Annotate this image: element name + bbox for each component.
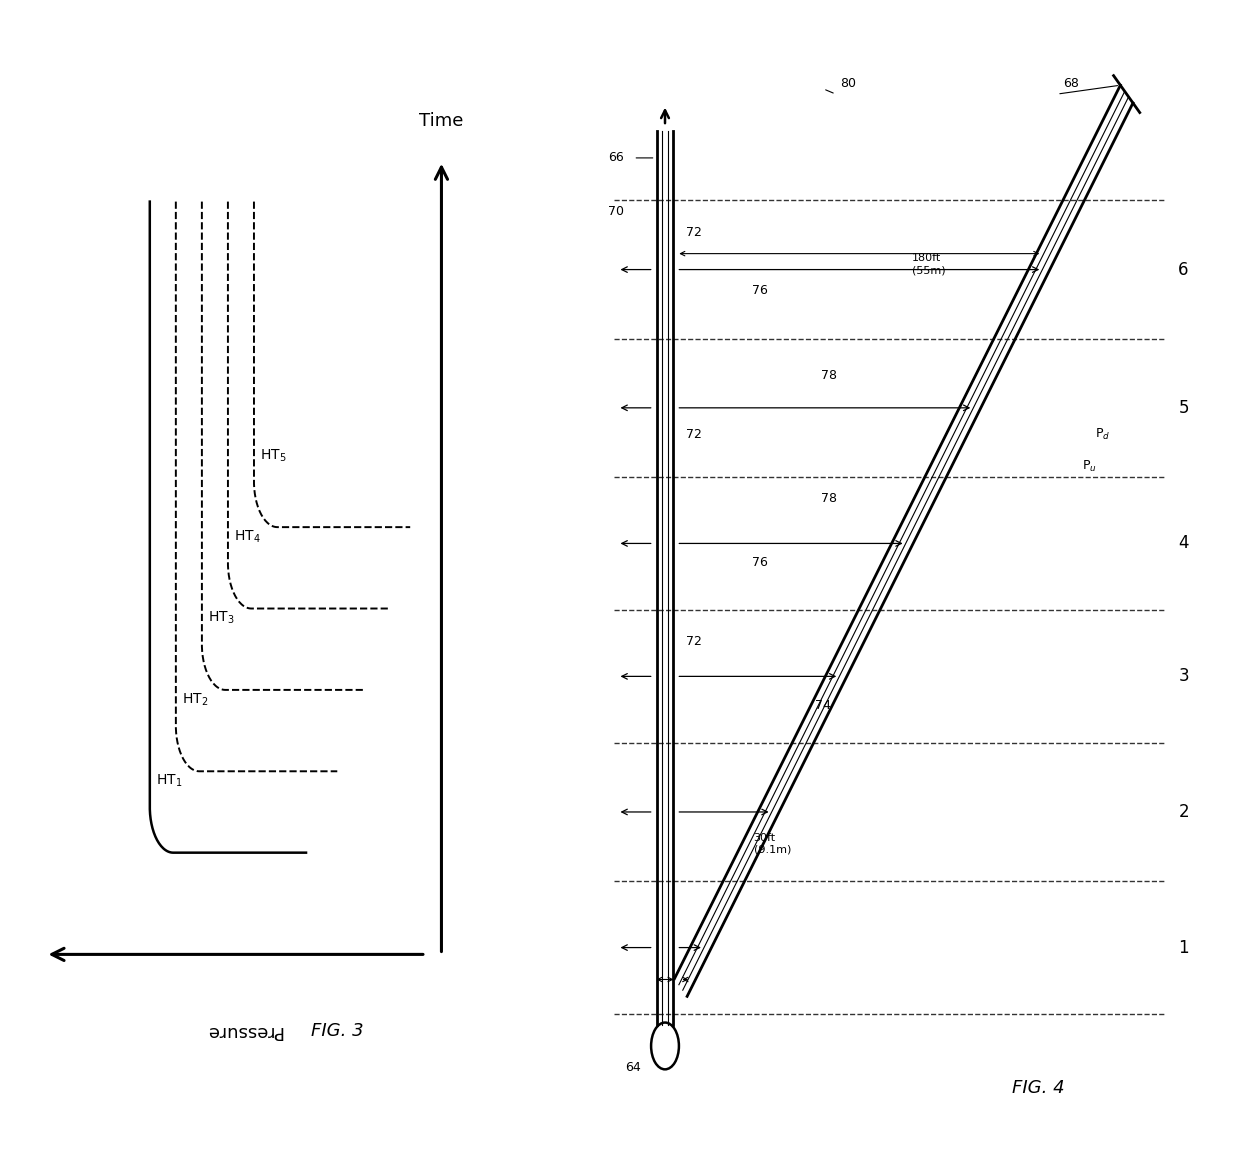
Text: FIG. 3: FIG. 3	[311, 1022, 363, 1039]
Text: HT$_5$: HT$_5$	[260, 447, 286, 464]
Text: HT$_1$: HT$_1$	[156, 772, 182, 790]
Text: 72: 72	[686, 225, 702, 239]
Text: 76: 76	[751, 556, 768, 569]
Text: P$_d$: P$_d$	[1095, 427, 1110, 442]
Text: 72: 72	[686, 428, 702, 440]
Text: 64: 64	[625, 1061, 641, 1074]
Text: 3: 3	[1178, 667, 1189, 686]
Text: Time: Time	[419, 112, 464, 131]
Text: 180ft
(55m): 180ft (55m)	[911, 253, 945, 275]
Text: 6: 6	[1178, 260, 1189, 279]
Text: 74: 74	[815, 699, 831, 712]
Text: 72: 72	[686, 636, 702, 649]
Text: Pressure: Pressure	[205, 1022, 281, 1039]
Text: P$_u$: P$_u$	[1083, 459, 1097, 474]
Text: 78: 78	[821, 491, 837, 505]
Text: 5: 5	[1178, 399, 1189, 417]
Text: 66: 66	[608, 151, 624, 164]
Text: HT$_3$: HT$_3$	[208, 610, 234, 627]
Text: 4: 4	[1178, 534, 1189, 553]
Text: 2: 2	[1178, 803, 1189, 821]
Text: 1: 1	[1178, 939, 1189, 956]
Text: 80: 80	[841, 77, 857, 90]
Text: 70: 70	[608, 205, 624, 217]
Text: 68: 68	[1064, 77, 1079, 90]
Text: 78: 78	[821, 370, 837, 383]
Text: HT$_4$: HT$_4$	[234, 528, 260, 544]
Text: HT$_2$: HT$_2$	[182, 691, 208, 707]
Text: 30ft
(9.1m): 30ft (9.1m)	[754, 833, 791, 854]
Text: FIG. 4: FIG. 4	[1012, 1080, 1064, 1097]
Text: 76: 76	[751, 284, 768, 297]
